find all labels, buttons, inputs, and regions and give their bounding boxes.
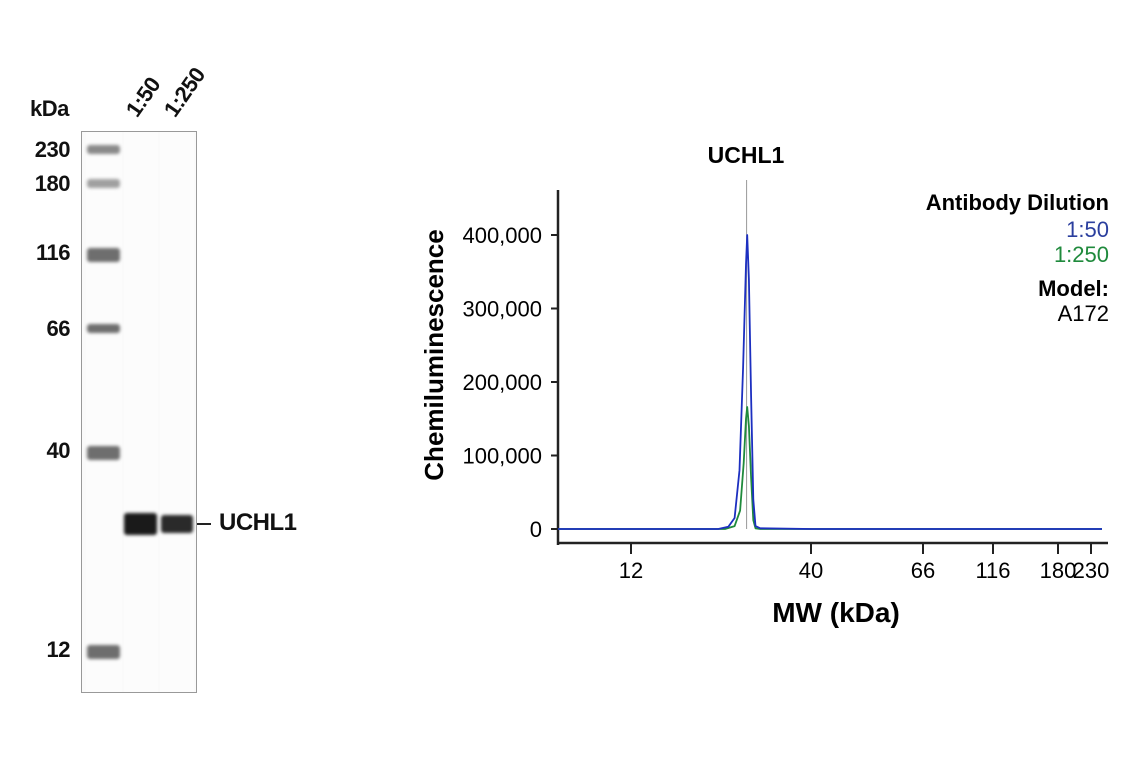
target-tick <box>197 523 211 525</box>
legend-model-title: Model: <box>1038 276 1109 301</box>
ladder-label-180: 180 <box>34 171 71 196</box>
x-tick-label: 66 <box>911 558 935 583</box>
legend-entry-1-50: 1:50 <box>1066 217 1109 242</box>
ladder-band-180 <box>87 179 120 188</box>
x-tick-label: 40 <box>799 558 823 583</box>
chart-title: UCHL1 <box>708 142 785 168</box>
target-label: UCHL1 <box>219 509 297 536</box>
blot-unit-label: kDa <box>30 96 69 121</box>
ladder-band-116 <box>87 248 120 262</box>
legend-model-value: A172 <box>1058 301 1109 326</box>
y-tick-label: 200,000 <box>462 370 542 395</box>
sample-lane-1 <box>124 132 158 692</box>
ladder-label-12: 12 <box>46 637 71 662</box>
y-tick-label: 400,000 <box>462 223 542 248</box>
y-tick-label: 0 <box>530 517 542 542</box>
ladder-band-66 <box>87 324 120 333</box>
x-tick-label: 116 <box>975 558 1010 583</box>
sample-lane-2 <box>160 132 194 692</box>
ladder-band-40 <box>87 446 120 460</box>
x-axis-label: MW (kDa) <box>772 597 900 628</box>
ladder-label-116: 116 <box>36 240 71 265</box>
ladder-band-12 <box>87 645 120 659</box>
blot-image <box>81 131 197 693</box>
series-line-1-250 <box>558 406 1102 530</box>
legend-title: Antibody Dilution <box>926 190 1109 215</box>
y-tick-label: 100,000 <box>462 444 542 469</box>
series-line-1-50 <box>558 234 1102 530</box>
y-axis-label: Chemiluminescence <box>419 229 449 480</box>
uchl1-band-lane-2 <box>161 515 193 533</box>
ladder-label-40: 40 <box>46 438 71 463</box>
uchl1-band-lane-1 <box>124 513 157 535</box>
ladder-lane <box>86 132 122 692</box>
ladder-label-66: 66 <box>46 316 71 341</box>
ladder-label-230: 230 <box>34 137 71 162</box>
x-tick-label: 12 <box>619 558 643 583</box>
x-tick-label: 180 <box>1040 558 1077 583</box>
y-tick-label: 300,000 <box>462 297 542 322</box>
ladder-band-230 <box>87 145 120 154</box>
x-tick-label: 230 <box>1073 558 1110 583</box>
legend-entry-1-250: 1:250 <box>1054 242 1109 267</box>
